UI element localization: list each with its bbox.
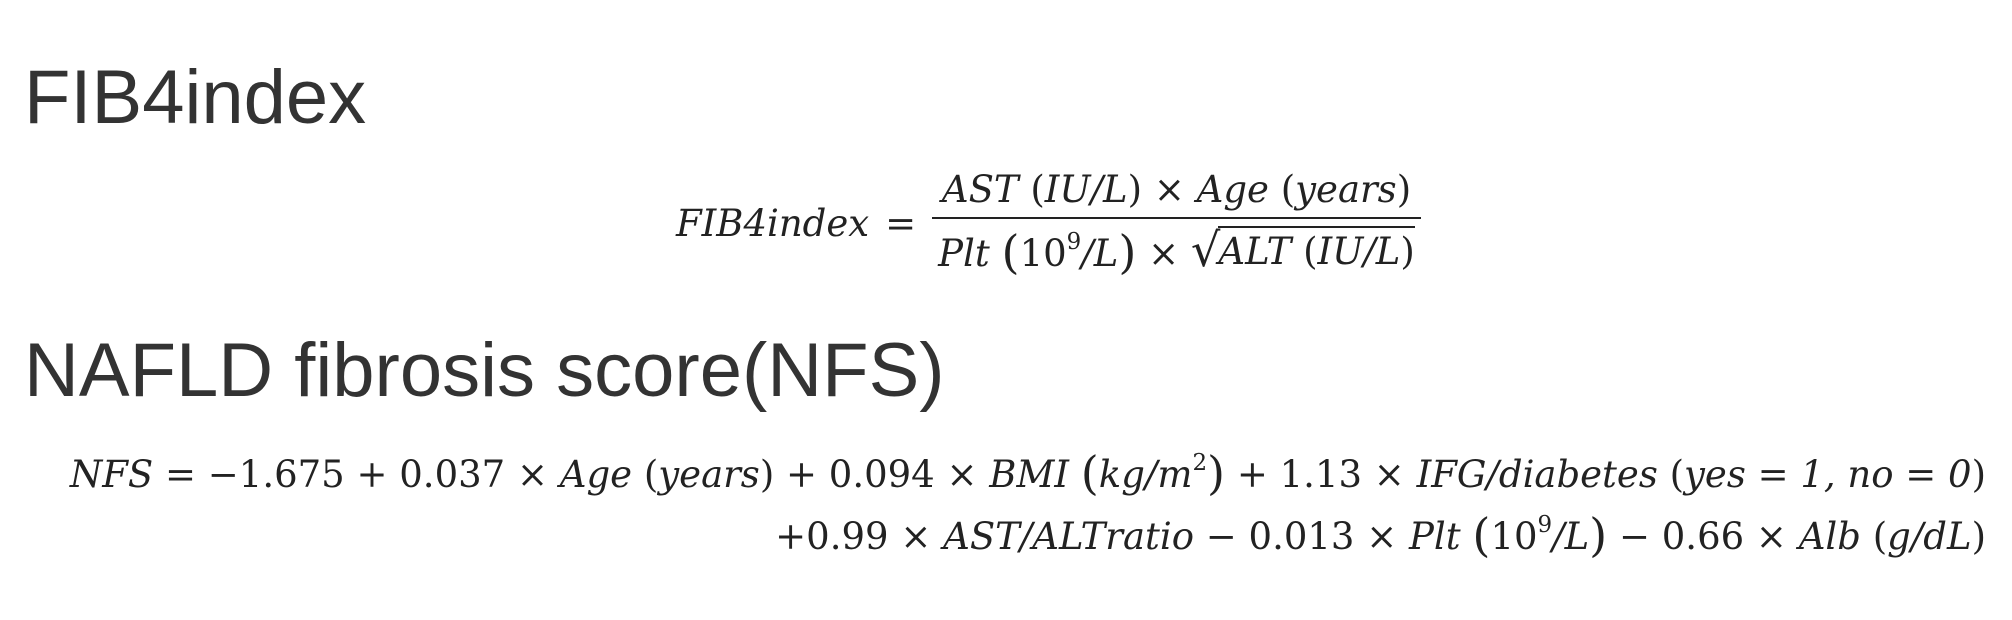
times-operator: × [1755, 515, 1787, 558]
paren-open: ( [1303, 229, 1318, 273]
fib4-den-alt-unit: IU/L [1317, 229, 1401, 273]
nfs-coef-ifg: 1.13 [1279, 453, 1363, 496]
fib4-num-age-unit: years [1295, 167, 1397, 211]
nfs-var-bmi: BMI [989, 453, 1069, 496]
fib4-numerator: AST (IU/L) × Age (years) [936, 168, 1417, 217]
paren-open: ( [1080, 446, 1099, 500]
nfs-var-plt-unit-rest: /L [1552, 515, 1590, 558]
fraction-bar [932, 216, 1421, 219]
fib4-lhs-variable: FIB4index [676, 201, 870, 245]
paren-close: ) [1971, 515, 1986, 558]
paren-open: ( [1030, 167, 1045, 211]
times-operator: × [946, 453, 978, 496]
paren-close: ) [1971, 453, 1986, 496]
minus-operator: − [1618, 515, 1650, 558]
nfs-var-alb: Alb [1798, 515, 1861, 558]
section-heading-fib4index: FIB4index [24, 55, 367, 140]
minus-operator: − [1205, 515, 1237, 558]
fib4-equals-sign: = [885, 201, 917, 245]
paren-open: ( [1280, 167, 1296, 211]
nfs-formula-line-2: +0.99 × AST/ALTratio − 0.013 × Plt (109/… [775, 508, 1986, 562]
nfs-var-ifg: IFG/diabetes [1416, 453, 1658, 496]
nfs-var-alb-unit: g/dL [1887, 515, 1972, 558]
times-operator: × [516, 453, 548, 496]
plus-operator: + [786, 453, 818, 496]
times-operator: × [1153, 167, 1185, 211]
nfs-formula-line-1: NFS = −1.675 + 0.037 × Age (years) + 0.0… [70, 446, 1986, 500]
nfs-coef-ratio: +0.99 [775, 515, 889, 558]
paren-open: ( [1001, 224, 1020, 279]
nfs-var-bmi-unit-exp: 2 [1192, 449, 1208, 476]
plus-operator: + [356, 453, 388, 496]
fib4-formula-lhs: FIB4index [676, 202, 869, 245]
fib4-denominator: Plt (109/L) × √ ALT (IU/L) [932, 219, 1421, 279]
nfs-coef-alb: 0.66 [1661, 515, 1745, 558]
fib4-num-ast: AST [941, 167, 1019, 211]
square-root: √ ALT (IU/L) [1190, 222, 1415, 277]
nfs-coef-age: 0.037 [399, 453, 506, 496]
fib4-fraction: AST (IU/L) × Age (years) Plt (109/L) × √… [932, 168, 1421, 279]
fib4-den-plt-unit-rest: /L [1081, 231, 1119, 275]
times-operator: × [1148, 231, 1180, 275]
times-operator: × [1373, 453, 1405, 496]
fib4-formula: FIB4index = AST (IU/L) × Age (years) Plt… [676, 158, 1421, 288]
paren-open: ( [1872, 515, 1888, 558]
section-heading-nfs: NAFLD fibrosis score(NFS) [24, 328, 945, 413]
nfs-coef-bmi: 0.094 [828, 453, 935, 496]
paren-close: ) [1589, 508, 1608, 562]
square-root-radicand: ALT (IU/L) [1218, 225, 1415, 273]
paren-open: ( [1472, 508, 1491, 562]
fib4-num-age: Age [1196, 167, 1269, 211]
nfs-lhs-variable: NFS [69, 453, 154, 496]
fib4-den-plt-unit-base: 10 [1019, 231, 1067, 275]
paren-close: ) [1396, 167, 1412, 211]
paren-close: ) [1207, 446, 1226, 500]
nfs-var-plt-unit-exp: 9 [1537, 511, 1553, 538]
fib4-den-plt: Plt [938, 231, 990, 275]
nfs-var-bmi-unit: kg/m [1098, 453, 1193, 496]
fib4-den-alt: ALT [1218, 229, 1292, 273]
nfs-var-plt-unit-base: 10 [1490, 515, 1538, 558]
nfs-constant-intercept: −1.675 [207, 453, 345, 496]
nfs-coef-plt: 0.013 [1248, 515, 1355, 558]
paren-close: ) [1118, 224, 1137, 279]
radical-sign-icon: √ [1190, 222, 1221, 277]
paren-close: ) [759, 453, 775, 496]
paren-open: ( [643, 453, 659, 496]
paren-open: ( [1669, 453, 1685, 496]
times-operator: × [900, 515, 932, 558]
times-operator: × [1366, 515, 1398, 558]
fib4-den-plt-unit-exp: 9 [1066, 228, 1082, 255]
paren-close: ) [1127, 167, 1143, 211]
nfs-var-age: Age [559, 453, 633, 496]
paren-close: ) [1400, 229, 1415, 273]
nfs-equals-sign: = [165, 453, 197, 496]
nfs-var-age-unit: years [658, 453, 760, 496]
nfs-var-plt: Plt [1409, 515, 1461, 558]
plus-operator: + [1236, 453, 1268, 496]
fib4-num-ast-unit: IU/L [1044, 167, 1128, 211]
nfs-var-ast-alt-ratio: AST/ALTratio [943, 515, 1194, 558]
nfs-var-ifg-condition: yes = 1, no = 0 [1684, 453, 1972, 496]
